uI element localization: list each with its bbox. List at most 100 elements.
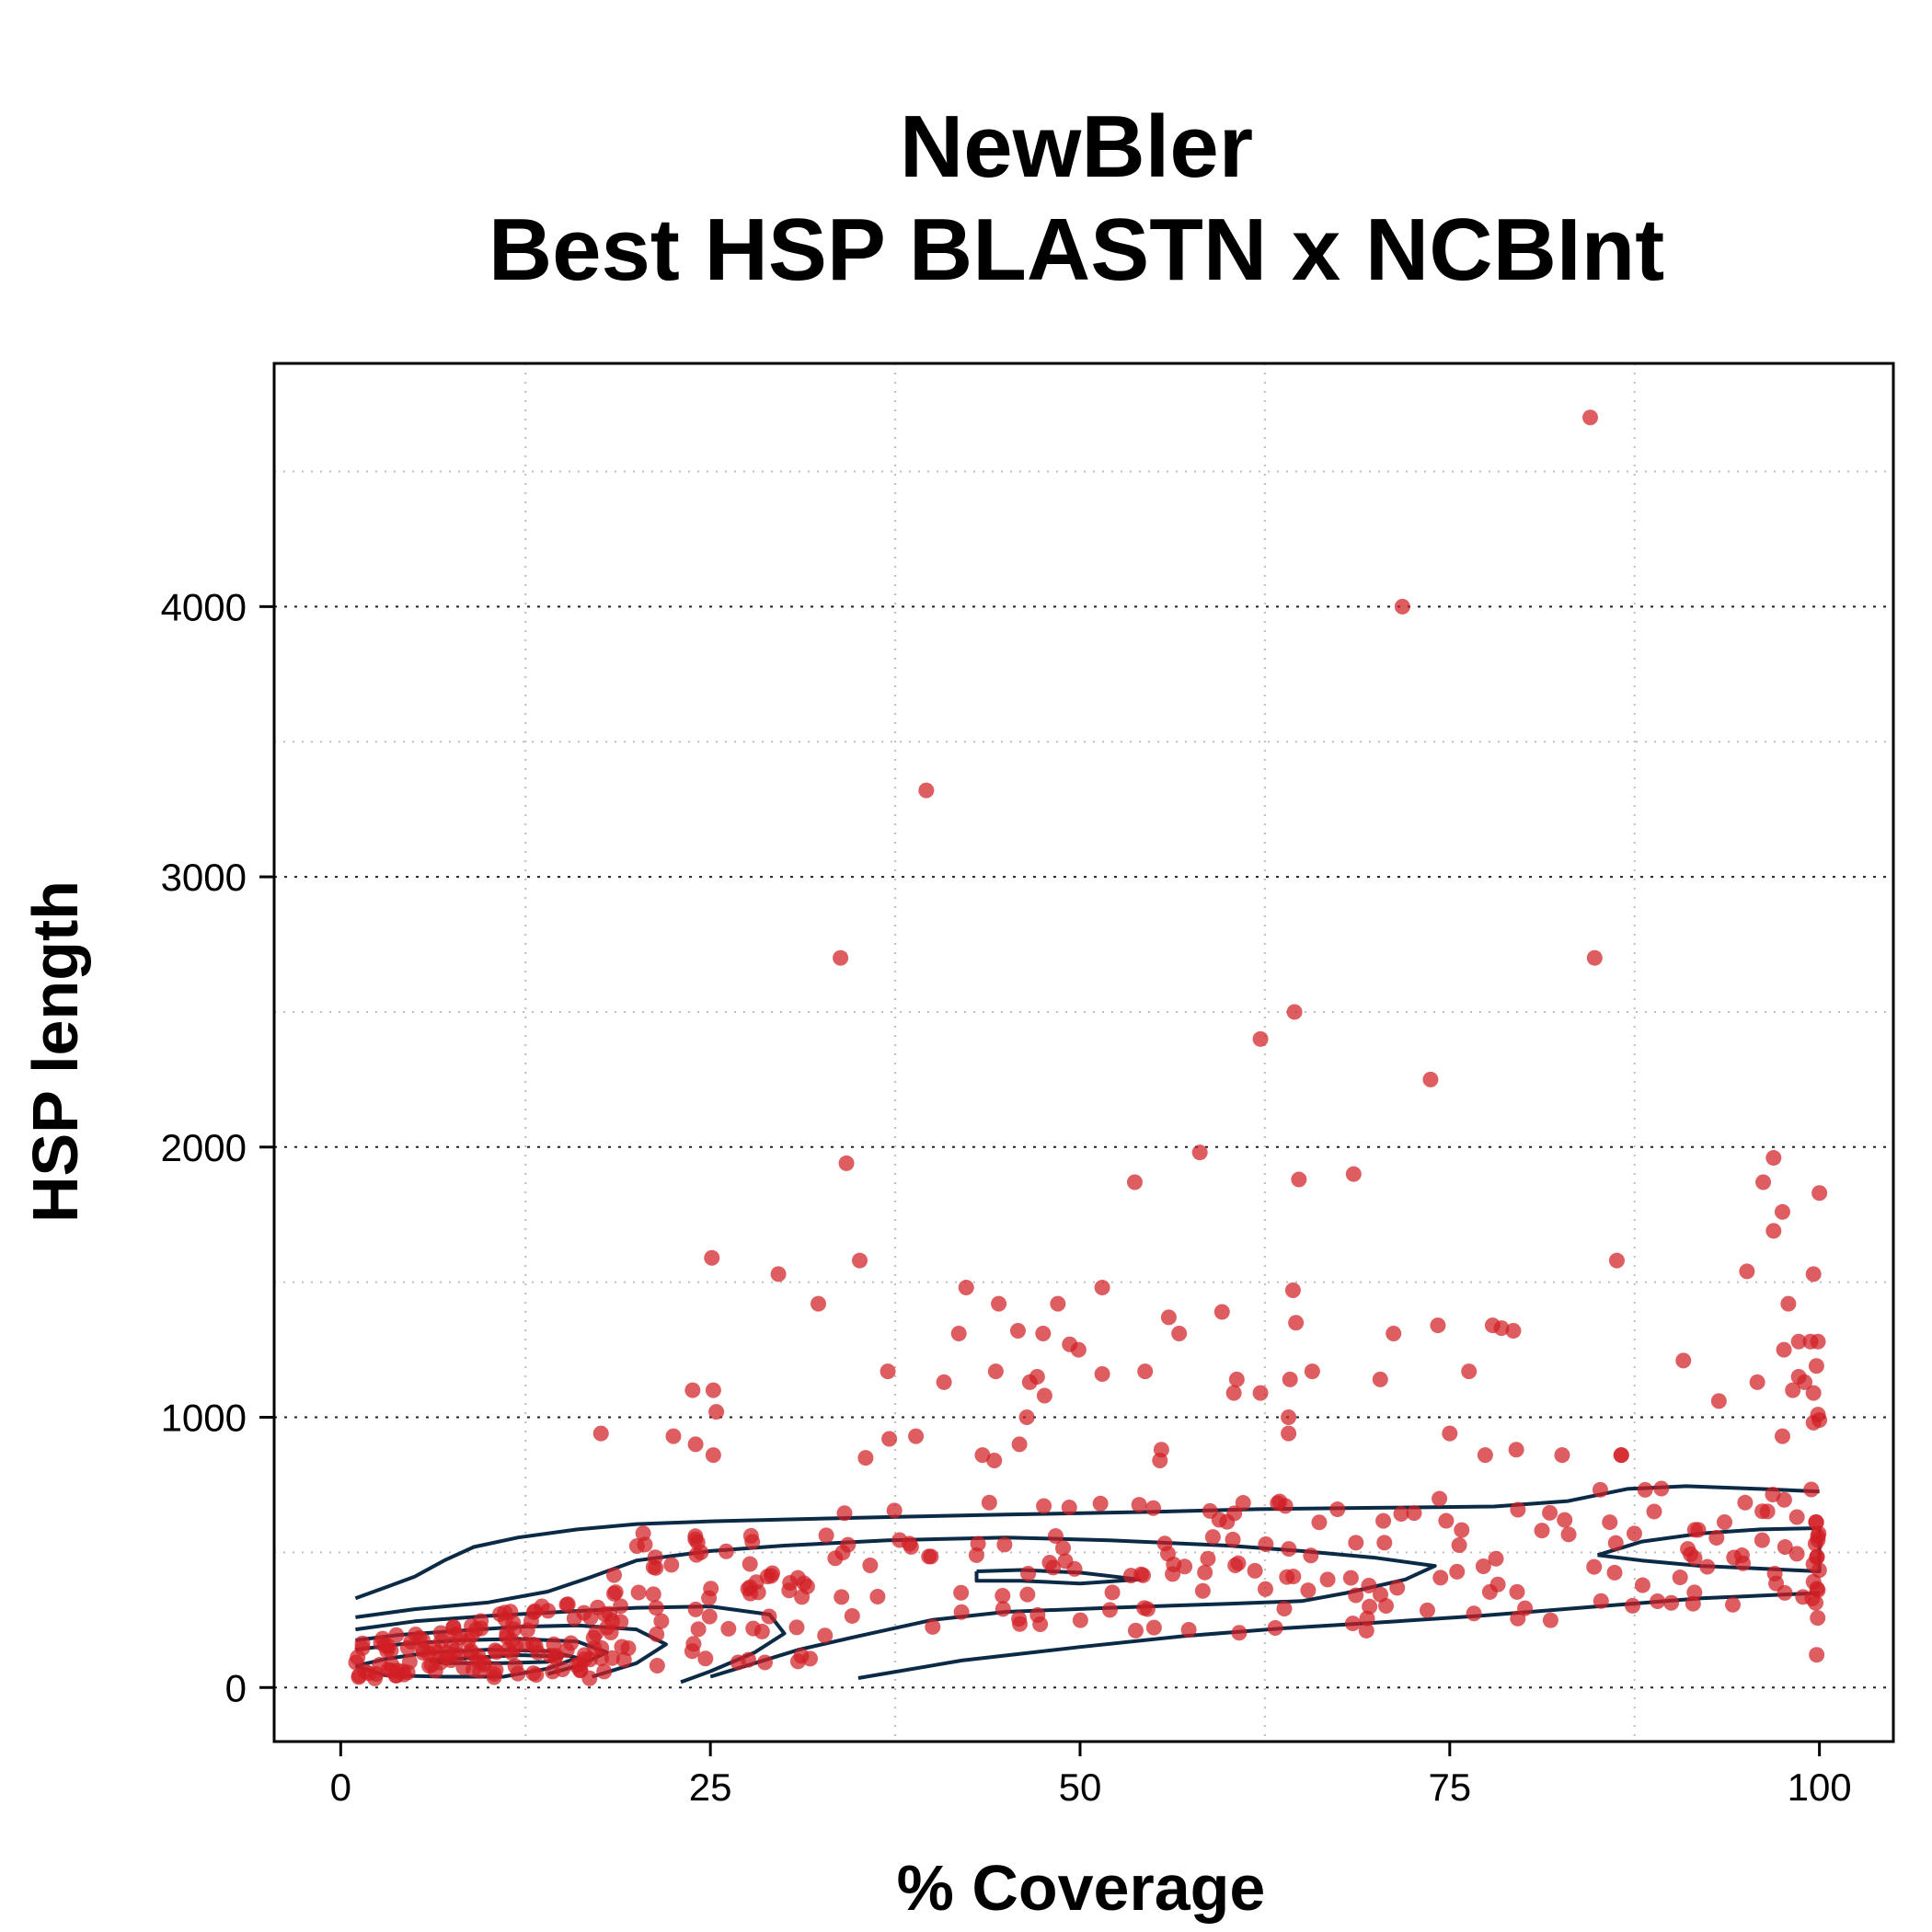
data-point bbox=[1286, 1004, 1303, 1020]
data-point bbox=[1131, 1497, 1147, 1513]
chart-title-line-2: Best HSP BLASTN x NCBInt bbox=[489, 201, 1664, 299]
chart-title: NewBler Best HSP BLASTN x NCBInt bbox=[489, 98, 1664, 299]
data-point bbox=[1029, 1368, 1045, 1385]
data-point bbox=[827, 1550, 844, 1567]
data-point bbox=[1554, 1447, 1570, 1464]
data-point bbox=[1809, 1647, 1825, 1663]
data-point bbox=[995, 1601, 1011, 1617]
data-point bbox=[1725, 1596, 1742, 1613]
data-point bbox=[1475, 1558, 1491, 1574]
data-point bbox=[546, 1636, 562, 1652]
data-point bbox=[1344, 1616, 1361, 1632]
y-axis: 0 1000 2000 3000 4000 bbox=[161, 585, 274, 1709]
data-point bbox=[701, 1608, 718, 1625]
data-point bbox=[1768, 1575, 1785, 1592]
data-point bbox=[1754, 1532, 1770, 1548]
data-point bbox=[1041, 1554, 1058, 1570]
data-point bbox=[443, 1636, 459, 1652]
data-point bbox=[614, 1639, 630, 1655]
data-point bbox=[519, 1622, 535, 1639]
data-point bbox=[1432, 1570, 1449, 1586]
data-point bbox=[1774, 1428, 1790, 1444]
data-point bbox=[995, 1587, 1011, 1604]
data-point bbox=[903, 1538, 919, 1555]
data-point bbox=[596, 1663, 613, 1680]
data-point bbox=[1811, 1185, 1828, 1202]
data-point bbox=[1557, 1512, 1573, 1528]
data-point bbox=[745, 1620, 762, 1637]
data-point bbox=[1810, 1333, 1826, 1350]
data-point bbox=[1488, 1550, 1504, 1567]
data-point bbox=[1226, 1505, 1243, 1522]
data-point bbox=[844, 1607, 860, 1624]
data-point bbox=[605, 1585, 622, 1602]
data-point bbox=[1160, 1546, 1177, 1562]
data-point bbox=[420, 1645, 437, 1662]
data-point bbox=[510, 1665, 526, 1682]
data-point bbox=[690, 1621, 707, 1638]
data-point bbox=[1699, 1558, 1716, 1575]
data-point bbox=[645, 1586, 661, 1603]
data-point bbox=[742, 1556, 758, 1572]
data-point bbox=[1036, 1387, 1052, 1404]
data-point bbox=[1755, 1174, 1772, 1190]
data-point bbox=[1133, 1566, 1149, 1582]
data-point bbox=[1281, 1409, 1297, 1426]
data-point bbox=[1225, 1531, 1241, 1547]
data-point bbox=[1790, 1333, 1807, 1350]
data-point bbox=[1653, 1480, 1670, 1497]
data-point bbox=[1213, 1304, 1230, 1320]
data-point bbox=[1050, 1295, 1066, 1312]
data-point bbox=[1070, 1341, 1087, 1358]
data-point bbox=[687, 1601, 704, 1617]
data-point bbox=[788, 1619, 805, 1636]
data-point bbox=[497, 1604, 513, 1621]
data-point bbox=[464, 1627, 480, 1644]
data-point bbox=[1160, 1309, 1177, 1326]
data-point bbox=[1737, 1494, 1754, 1511]
data-point bbox=[630, 1584, 647, 1601]
chart-title-line-1: NewBler bbox=[900, 98, 1253, 196]
data-point bbox=[1449, 1563, 1466, 1580]
data-point bbox=[741, 1651, 757, 1668]
data-point bbox=[1304, 1363, 1320, 1380]
data-point bbox=[1061, 1499, 1077, 1515]
data-point bbox=[862, 1558, 879, 1574]
data-point bbox=[1466, 1605, 1482, 1622]
data-point bbox=[1710, 1393, 1727, 1409]
data-point bbox=[1329, 1501, 1346, 1518]
data-point bbox=[576, 1604, 592, 1621]
data-point bbox=[1257, 1581, 1273, 1597]
data-point bbox=[1362, 1598, 1378, 1615]
data-point bbox=[1011, 1611, 1028, 1627]
data-point bbox=[1608, 1252, 1625, 1269]
data-point bbox=[1200, 1550, 1216, 1567]
data-point bbox=[817, 1627, 834, 1644]
data-point bbox=[399, 1639, 416, 1656]
data-point bbox=[1020, 1565, 1037, 1581]
data-point bbox=[1258, 1536, 1274, 1553]
data-point bbox=[880, 1363, 896, 1380]
data-point bbox=[936, 1374, 952, 1390]
data-point bbox=[1303, 1547, 1319, 1564]
data-point bbox=[1419, 1602, 1435, 1618]
data-point bbox=[1066, 1560, 1083, 1577]
data-point bbox=[833, 949, 849, 966]
data-point bbox=[1808, 1358, 1824, 1374]
y-tick-label: 2000 bbox=[161, 1126, 247, 1169]
data-point bbox=[1717, 1514, 1733, 1531]
data-point bbox=[1252, 1030, 1269, 1047]
data-point bbox=[559, 1596, 576, 1613]
data-point bbox=[1145, 1619, 1162, 1636]
data-point bbox=[1285, 1569, 1302, 1585]
data-point bbox=[1009, 1323, 1026, 1340]
data-point bbox=[377, 1638, 394, 1654]
data-point bbox=[1508, 1442, 1524, 1458]
data-point bbox=[761, 1608, 777, 1625]
data-point bbox=[1359, 1610, 1375, 1627]
y-tick-label: 1000 bbox=[161, 1397, 247, 1440]
data-point bbox=[908, 1428, 925, 1444]
data-point bbox=[1606, 1564, 1623, 1581]
data-point bbox=[1509, 1583, 1525, 1600]
x-tick-label: 100 bbox=[1788, 1765, 1852, 1809]
